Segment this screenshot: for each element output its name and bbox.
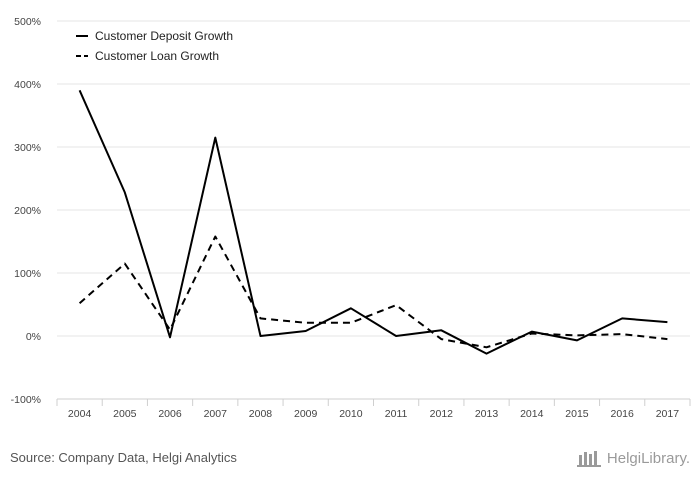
x-tick-label: 2006 <box>158 408 182 420</box>
x-tick-label: 2008 <box>249 408 273 420</box>
x-tick-label: 2009 <box>294 408 318 420</box>
x-tick-label: 2015 <box>565 408 589 420</box>
x-tick-label: 2005 <box>113 408 137 420</box>
y-tick-label: 100% <box>14 268 41 280</box>
library-icon <box>576 451 601 467</box>
loan-growth-line <box>78 235 668 349</box>
x-tick-label: 2004 <box>68 408 92 420</box>
legend-label: Customer Loan Growth <box>95 49 219 63</box>
x-tick-label: 2010 <box>339 408 363 420</box>
series <box>78 89 668 355</box>
x-tick-label: 2011 <box>385 408 408 420</box>
x-tick-label: 2014 <box>520 408 544 420</box>
x-tick-label: 2007 <box>204 408 228 420</box>
y-tick-label: 400% <box>14 79 41 91</box>
y-tick-label: 500% <box>14 16 41 28</box>
y-tick-label: 300% <box>14 142 41 154</box>
brand-name: HelgiLibrary. <box>606 449 690 467</box>
grid <box>57 20 690 400</box>
y-tick-label: -100% <box>11 394 41 406</box>
axes: 500% 400% 300% 200% 100% 0% -100% 2004 2005 2006 2… <box>11 16 691 420</box>
legend-label: Customer Deposit Growth <box>95 29 233 43</box>
brand-logo: HelgiLibrary. <box>576 449 690 467</box>
x-tick-label: 2012 <box>430 408 454 420</box>
y-tick-label: 200% <box>14 205 41 217</box>
x-tick-label: 2013 <box>475 408 499 420</box>
deposit-growth-line <box>78 89 668 355</box>
x-tick-label: 2017 <box>656 408 680 420</box>
legend: Customer Deposit Growth Customer Loan Gro… <box>76 29 233 63</box>
source-note: Source: Company Data, Helgi Analytics <box>10 450 237 465</box>
x-tick-label: 2016 <box>610 408 634 420</box>
y-tick-label: 0% <box>26 331 41 343</box>
